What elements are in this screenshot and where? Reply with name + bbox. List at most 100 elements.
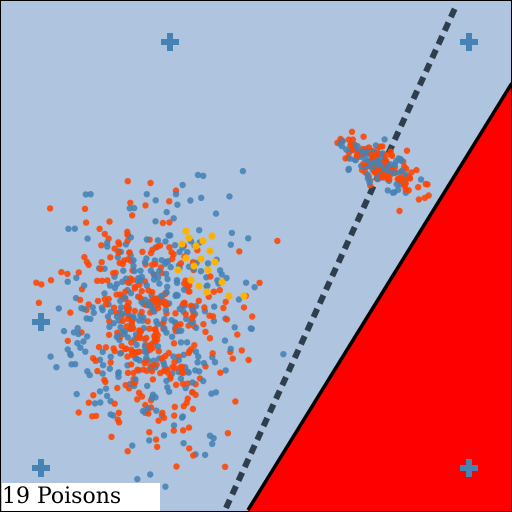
data-point-orange: [172, 310, 179, 317]
data-point-orange: [137, 334, 144, 342]
data-point-blue: [161, 325, 168, 332]
data-point-blue: [99, 370, 106, 377]
data-point-orange: [85, 261, 92, 269]
plus-marker-icon: [161, 33, 179, 51]
data-point-orange: [101, 376, 108, 384]
data-point-blue: [114, 332, 122, 339]
data-point-orange: [131, 285, 139, 292]
data-point-orange: [35, 299, 43, 306]
data-point-blue: [144, 301, 152, 308]
data-point-blue: [133, 355, 140, 363]
data-point-orange: [114, 384, 121, 392]
data-point-blue: [64, 278, 71, 285]
data-point-blue: [245, 235, 252, 242]
data-point-blue: [127, 290, 135, 297]
data-point-orange: [124, 448, 131, 455]
data-point-orange: [415, 196, 423, 203]
data-point-blue: [177, 375, 185, 382]
data-point-orange: [85, 399, 93, 406]
poison-point: [225, 292, 233, 300]
data-point-orange: [229, 355, 236, 362]
data-point-blue: [55, 305, 62, 312]
data-point-orange: [94, 297, 102, 305]
data-point-orange: [377, 143, 384, 150]
data-point-orange: [138, 308, 145, 316]
data-point-blue: [231, 324, 238, 331]
data-point-blue: [183, 339, 191, 346]
data-point-orange: [130, 369, 137, 377]
data-point-orange: [67, 309, 74, 316]
data-point-orange: [221, 463, 229, 470]
data-point-orange: [396, 207, 403, 215]
data-point-blue: [398, 167, 406, 174]
data-point-orange: [129, 212, 136, 219]
data-point-orange: [223, 316, 231, 323]
data-point-blue: [133, 341, 140, 349]
data-point-blue: [192, 324, 200, 332]
data-point-orange: [222, 298, 229, 306]
data-point-orange: [130, 325, 137, 332]
poison-point: [178, 240, 186, 248]
data-point-orange: [115, 239, 122, 246]
data-point-blue: [107, 308, 115, 315]
data-point-orange: [371, 169, 379, 176]
data-point-orange: [234, 331, 241, 338]
data-point-blue: [390, 169, 397, 177]
data-point-orange: [256, 279, 263, 286]
data-point-blue: [201, 451, 209, 459]
data-point-blue: [239, 167, 247, 175]
data-point-blue: [226, 193, 233, 200]
data-point-orange: [145, 410, 152, 417]
data-point-blue: [187, 197, 194, 204]
data-point-blue: [160, 432, 168, 439]
data-point-orange: [96, 225, 103, 232]
data-point-blue: [137, 267, 144, 274]
data-point-orange: [81, 205, 89, 212]
data-point-blue: [223, 274, 230, 282]
data-point-orange: [207, 273, 214, 280]
data-point-orange: [98, 259, 105, 266]
data-point-orange: [98, 277, 106, 284]
data-point-orange: [360, 133, 367, 140]
data-point-blue: [162, 270, 170, 278]
data-point-blue: [179, 181, 186, 189]
data-point-orange: [121, 257, 128, 264]
data-point-orange: [147, 179, 154, 187]
data-point-blue: [361, 156, 369, 163]
data-point-orange: [149, 376, 157, 383]
data-point-blue: [80, 338, 87, 345]
data-point-orange: [182, 311, 189, 318]
data-point-blue: [177, 339, 185, 346]
data-point-blue: [90, 309, 98, 316]
data-point-blue: [176, 248, 183, 256]
data-point-blue: [339, 137, 346, 145]
data-point-blue: [144, 382, 151, 390]
data-point-orange: [123, 323, 130, 330]
data-point-orange: [210, 288, 218, 295]
data-point-orange: [220, 304, 227, 312]
data-point-orange: [106, 218, 113, 225]
data-point-orange: [408, 169, 415, 176]
data-point-blue: [89, 304, 97, 311]
plus-markers: [32, 33, 478, 477]
data-point-orange: [238, 347, 245, 354]
data-point-orange: [107, 254, 114, 261]
data-point-orange: [179, 380, 187, 387]
data-point-blue: [163, 289, 170, 296]
data-point-orange: [124, 178, 131, 185]
data-point-orange: [151, 332, 158, 340]
data-point-orange: [209, 313, 217, 320]
data-point-orange: [125, 299, 132, 306]
data-point-blue: [60, 327, 68, 335]
data-point-orange: [347, 141, 354, 149]
data-point-blue: [200, 172, 207, 179]
data-point-orange: [126, 249, 133, 256]
data-point-blue: [141, 259, 149, 266]
data-point-blue: [73, 390, 80, 398]
data-point-orange: [185, 424, 193, 431]
data-point-orange: [124, 353, 131, 360]
data-point-orange: [64, 270, 71, 278]
data-point-blue: [84, 368, 91, 375]
data-point-orange: [159, 219, 167, 227]
data-points: [33, 128, 432, 490]
